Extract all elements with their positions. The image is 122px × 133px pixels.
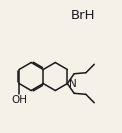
Text: BrH: BrH <box>71 9 95 22</box>
Text: N: N <box>69 78 77 89</box>
Text: OH: OH <box>11 95 27 105</box>
